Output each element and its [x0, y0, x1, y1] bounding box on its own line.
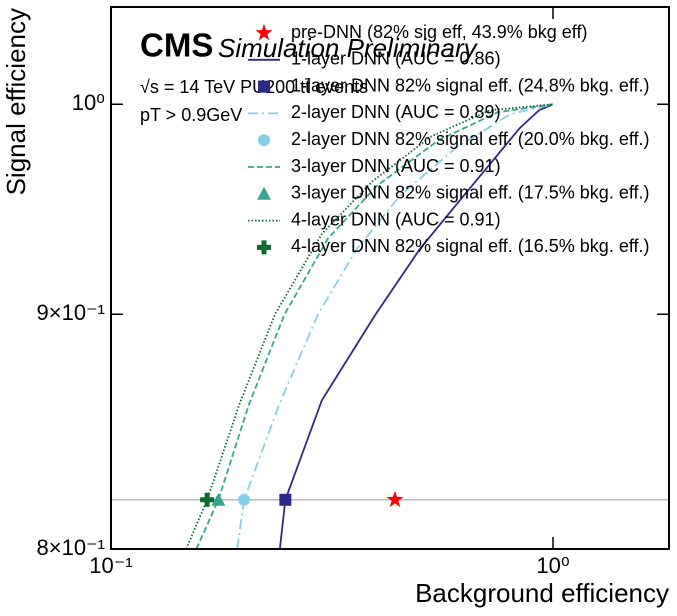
roc-curve — [185, 103, 554, 549]
y-axis-label: Signal efficiency — [1, 8, 31, 195]
legend-label: 1-layer DNN (AUC = 0.86) — [291, 49, 501, 69]
y-tick-label: 9×10⁻¹ — [37, 300, 106, 325]
cut-label: pT > 0.9GeV — [140, 105, 242, 125]
circle-marker — [258, 134, 270, 147]
x-axis-label: Background efficiency — [415, 578, 669, 608]
square-marker — [258, 80, 270, 93]
legend-label: 3-layer DNN (AUC = 0.91) — [291, 156, 501, 176]
star-marker — [386, 490, 404, 508]
roc-curve — [195, 103, 554, 549]
y-tick-label: 10⁰ — [72, 90, 105, 115]
legend-label: 1-layer DNN 82% signal eff. (24.8% bkg. … — [291, 75, 650, 95]
circle-marker — [238, 493, 251, 506]
square-marker — [279, 493, 292, 506]
roc-curve — [278, 103, 554, 549]
legend-label: pre-DNN (82% sig eff, 43.9% bkg eff) — [291, 22, 587, 42]
legend-label: 2-layer DNN (AUC = 0.89) — [291, 102, 501, 122]
plus-marker — [200, 492, 215, 507]
plus-marker — [257, 240, 271, 255]
legend-label: 4-layer DNN 82% signal eff. (16.5% bkg. … — [291, 236, 650, 256]
legend-label: 3-layer DNN 82% signal eff. (17.5% bkg. … — [291, 183, 650, 203]
legend-label: 4-layer DNN (AUC = 0.91) — [291, 209, 501, 229]
frame — [110, 6, 670, 550]
y-tick-label: 8×10⁻¹ — [37, 535, 106, 560]
legend-label: 2-layer DNN 82% signal eff. (20.0% bkg. … — [291, 129, 650, 149]
x-tick-label: 10⁰ — [536, 553, 569, 578]
x-tick-label: 10⁻¹ — [89, 553, 132, 578]
plot-area — [111, 103, 669, 549]
triangle-marker — [257, 186, 271, 200]
energy-label: √s = 14 TeV PU200 tt̄ events — [140, 77, 368, 97]
star-marker — [255, 24, 273, 41]
roc-curve — [236, 103, 554, 549]
triangle-marker — [211, 492, 226, 506]
cms-label: CMS — [140, 27, 213, 64]
